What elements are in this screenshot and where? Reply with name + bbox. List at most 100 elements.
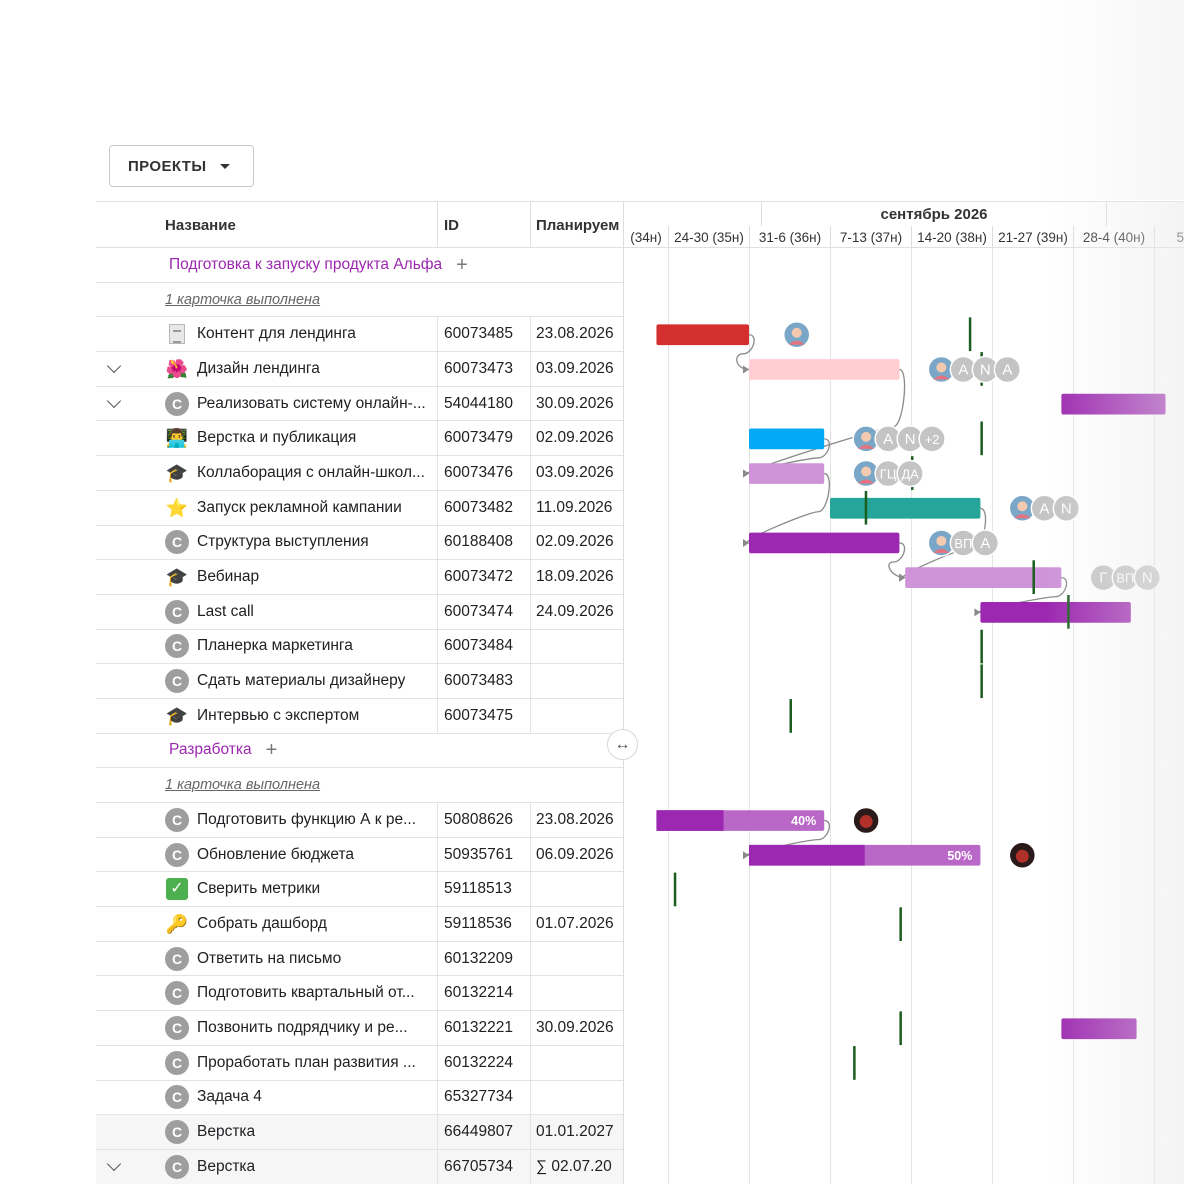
task-name: Задача 4 (197, 1088, 262, 1106)
table-row[interactable]: C Задача 4 65327734 (96, 1080, 623, 1116)
horizontal-resize-icon: ↔ (614, 735, 631, 753)
add-card-icon[interactable]: + (265, 739, 278, 762)
gantt-bar[interactable] (905, 567, 1062, 588)
gantt-bar[interactable] (749, 532, 900, 554)
table-row[interactable]: C Верстка 66705734 ∑ 02.07.20 (96, 1149, 623, 1184)
table-row[interactable]: ✓ Сверить метрики 59118513 (96, 872, 623, 908)
dependency-arrow-icon (743, 538, 749, 547)
table-row[interactable]: C Обновление бюджета 50935761 06.09.2026 (96, 837, 623, 873)
task-name-cell[interactable]: 👨‍💻 Верстка и публикация (165, 421, 437, 455)
avatar-initials: ГЦ (880, 467, 897, 482)
task-name-cell[interactable]: 🌺 Дизайн лендинга (165, 352, 437, 386)
avatar[interactable] (971, 529, 1000, 557)
table-row[interactable]: 🔑 Собрать дашборд 59118536 01.07.2026 (96, 907, 623, 942)
resize-splitter-handle[interactable]: ↔ (607, 729, 638, 760)
avatar-face-icon (1015, 849, 1029, 863)
completed-cards-row[interactable]: 1 карточка выполнена (96, 768, 623, 803)
task-name-cell[interactable]: 🔑 Собрать дашборд (165, 907, 437, 941)
task-name-cell[interactable]: C Верстка (165, 1150, 437, 1184)
group-title-text: Подготовка к запуску продукта Альфа (169, 255, 443, 273)
task-name: Верстка (197, 1123, 256, 1141)
completed-cards-row[interactable]: 1 карточка выполнена (96, 283, 623, 318)
task-name-cell[interactable]: ⭐ Запуск рекламной кампании (165, 491, 437, 525)
table-row[interactable]: 🌺 Дизайн лендинга 60073473 03.09.2026 (96, 352, 623, 387)
table-row[interactable]: C Структура выступления 60188408 02.09.2026 (96, 525, 623, 561)
expand-chevron-icon[interactable] (96, 387, 132, 421)
avatar[interactable] (918, 425, 946, 453)
avatar-initials: +2 (925, 432, 940, 447)
avatar-body-icon (788, 340, 805, 345)
completed-cards-link[interactable]: 1 карточка выполнена (165, 291, 321, 308)
task-name-cell[interactable]: C Сдать материалы дизайнеру (165, 664, 437, 698)
table-row[interactable]: 🎓 Интервью с экспертом 60073475 (96, 698, 623, 734)
group-title[interactable]: Подготовка к запуску продукта Альфа + (169, 248, 468, 282)
task-name-cell[interactable]: 🎓 Коллаборация с онлайн-школ... (165, 456, 437, 490)
week-label: 24-30 (35н) (668, 226, 749, 248)
task-name-cell[interactable]: C Позвонить подрядчику и ре... (165, 1011, 437, 1045)
dependency-link (736, 334, 755, 371)
table-row[interactable]: C Подготовить квартальный от... 60132214 (96, 976, 623, 1012)
task-name-cell[interactable]: C Верстка (165, 1115, 437, 1149)
task-name: Структура выступления (197, 533, 369, 551)
avatar-face-icon (859, 815, 873, 829)
column-header-name[interactable]: Название (165, 216, 236, 234)
task-name-cell[interactable]: C Обновление бюджета (165, 838, 437, 872)
expand-chevron-icon[interactable] (96, 1150, 132, 1184)
task-name-cell[interactable]: Контент для лендинга (165, 317, 437, 351)
task-name-cell[interactable]: C Задача 4 (165, 1081, 437, 1115)
avatar[interactable] (896, 459, 924, 488)
gantt-chart: сентябрь 2026 (34н) 24-30 (35н) 31-6 (36н)… (623, 201, 1184, 1184)
add-card-icon[interactable]: + (456, 253, 468, 276)
gantt-bar[interactable] (749, 463, 825, 484)
table-row[interactable]: C Верстка 66449807 01.01.2027 (96, 1115, 623, 1150)
table-row[interactable]: C Подготовить функцию А к ре... 50808626 23… (96, 803, 623, 838)
table-row[interactable]: 🎓 Коллаборация с онлайн-школ... 60073476 03… (96, 456, 623, 491)
avatar-body-icon (858, 444, 875, 449)
table-row[interactable]: C Реализовать систему онлайн-... 54044180 3… (96, 386, 623, 422)
table-row[interactable]: ⭐ Запуск рекламной кампании 60073482 11.09.… (96, 490, 623, 526)
dependency-arrow-icon (743, 365, 749, 374)
table-row[interactable]: 👨‍💻 Верстка и публикация 60073479 02.09.202… (96, 421, 623, 457)
task-name-cell[interactable]: 🎓 Интервью с экспертом (165, 699, 437, 733)
projects-dropdown-button[interactable]: ПРОЕКТЫ (109, 145, 254, 187)
task-name-cell[interactable]: 🎓 Вебинар (165, 560, 437, 594)
task-name-cell[interactable]: C Реализовать систему онлайн-... (165, 387, 437, 421)
task-name-cell[interactable]: C Планерка маркетинга (165, 630, 437, 664)
task-id-cell: 60073479 (437, 421, 530, 456)
table-row[interactable]: Контент для лендинга 60073485 23.08.2026 (96, 317, 623, 353)
table-row[interactable]: C Позвонить подрядчику и ре... 60132221 30.… (96, 1011, 623, 1046)
expand-chevron-icon[interactable] (96, 352, 132, 386)
task-id-cell: 60073472 (437, 560, 530, 594)
column-header-id[interactable]: ID (437, 202, 530, 248)
table-row[interactable]: C Сдать материалы дизайнеру 60073483 (96, 664, 623, 699)
table-row[interactable]: C Ответить на письмо 60132209 (96, 941, 623, 977)
task-id-cell: 66449807 (437, 1115, 530, 1149)
group-row[interactable]: Подготовка к запуску продукта Альфа + (96, 248, 623, 283)
task-name: Верстка и публикация (197, 429, 357, 447)
gantt-bar[interactable] (749, 428, 825, 450)
table-row[interactable]: C Last call 60073474 24.09.2026 (96, 594, 623, 630)
gantt-bar[interactable] (829, 497, 981, 519)
gantt-bar[interactable] (749, 359, 900, 380)
week-grid-line (668, 248, 669, 1184)
task-name-cell[interactable]: C Структура выступления (165, 526, 437, 560)
task-name: Интервью с экспертом (197, 706, 360, 724)
group-title[interactable]: Разработка + (169, 734, 277, 768)
dependency-arrow-icon (974, 608, 981, 617)
avatar[interactable] (993, 355, 1022, 384)
table-row[interactable]: C Планерка маркетинга 60073484 (96, 629, 623, 665)
deadline-marker (899, 907, 902, 941)
task-name-cell[interactable]: ✓ Сверить метрики (165, 872, 437, 906)
group-row[interactable]: Разработка + (96, 734, 623, 769)
task-name-cell[interactable]: C Подготовить функцию А к ре... (165, 803, 437, 837)
task-name-cell[interactable]: C Last call (165, 595, 437, 629)
table-row[interactable]: C Проработать план развития ... 60132224 (96, 1045, 623, 1081)
task-name-cell[interactable]: C Проработать план развития ... (165, 1046, 437, 1080)
task-name-cell[interactable]: C Подготовить квартальный от... (165, 976, 437, 1010)
completed-cards-link[interactable]: 1 карточка выполнена (165, 777, 321, 794)
task-plan-date-cell: 06.09.2026 (530, 837, 623, 872)
task-name-cell[interactable]: C Ответить на письмо (165, 942, 437, 976)
column-header-plan[interactable]: Планируем (530, 202, 623, 248)
gantt-bar[interactable] (656, 324, 749, 346)
table-row[interactable]: 🎓 Вебинар 60073472 18.09.2026 (96, 560, 623, 595)
